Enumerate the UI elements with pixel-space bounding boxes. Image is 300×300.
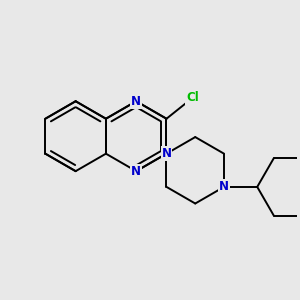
Text: N: N <box>161 147 172 160</box>
Text: N: N <box>219 180 229 194</box>
Text: Cl: Cl <box>186 91 199 104</box>
Text: N: N <box>131 95 141 108</box>
Text: N: N <box>131 165 141 178</box>
